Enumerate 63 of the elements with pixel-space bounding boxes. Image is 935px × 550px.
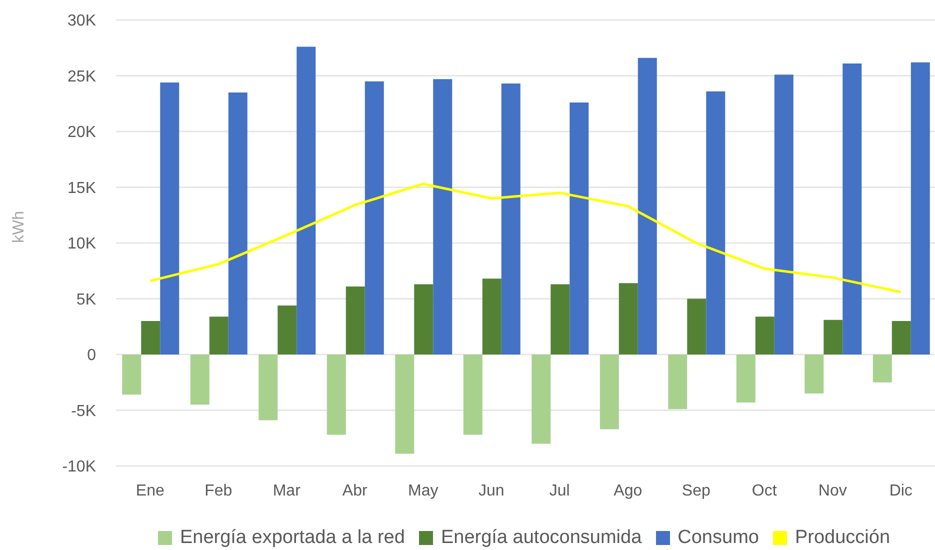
bar <box>618 283 638 354</box>
x-tick-label: Ene <box>136 482 164 500</box>
legend-label: Energía autoconsumida <box>440 527 642 548</box>
y-tick-label: 5K <box>76 291 96 308</box>
y-axis-title: kWh <box>10 211 28 243</box>
bar <box>501 84 520 354</box>
bar <box>706 91 726 354</box>
legend-label: Producción <box>794 527 890 548</box>
bar <box>433 79 452 354</box>
x-tick-label: May <box>408 482 438 500</box>
bar <box>550 284 570 354</box>
bar <box>278 305 297 354</box>
y-tick-label: 0 <box>87 347 96 364</box>
x-tick-label: Abr <box>342 482 368 500</box>
y-tick-label: 25K <box>68 68 96 86</box>
y-tick-label: 30K <box>68 12 96 30</box>
x-tick-label: Mar <box>272 482 302 500</box>
bar <box>296 46 316 354</box>
x-tick-label: Oct <box>752 482 778 500</box>
bar <box>910 62 930 354</box>
y-tick-label: 20K <box>68 124 96 142</box>
bar <box>346 286 365 354</box>
bar <box>326 354 346 435</box>
bar <box>209 316 228 354</box>
bar <box>824 320 843 354</box>
x-tick-label: Ago <box>614 482 642 500</box>
bar <box>364 81 384 354</box>
bar <box>687 298 706 354</box>
bar <box>141 321 160 354</box>
legend-label: Energía exportada a la red <box>180 527 405 548</box>
bar <box>228 92 248 354</box>
bar <box>736 354 756 402</box>
bar <box>414 284 434 354</box>
x-tick-label: Sep <box>682 482 710 500</box>
bar <box>463 354 482 435</box>
line-series <box>148 182 902 294</box>
bar <box>668 354 688 410</box>
y-tick-label: -5K <box>71 402 96 420</box>
bar <box>600 354 619 430</box>
y-tick-label: -10K <box>62 458 96 476</box>
bar <box>774 74 794 354</box>
bar <box>160 82 180 354</box>
bar <box>570 102 589 354</box>
bar <box>122 354 142 395</box>
y-tick-label: 10K <box>68 236 96 253</box>
bar <box>638 58 657 354</box>
bar <box>892 321 911 354</box>
x-tick-label: Jul <box>549 482 570 500</box>
bar <box>872 354 892 382</box>
bar <box>755 316 774 354</box>
x-tick-label: Nov <box>818 482 847 500</box>
x-tick-label: Jun <box>478 482 504 500</box>
x-tick-label: Dic <box>889 482 912 500</box>
bar <box>804 354 824 394</box>
x-tick-label: Feb <box>204 482 232 500</box>
bar <box>482 278 502 354</box>
bar <box>532 354 551 444</box>
bar <box>258 354 278 420</box>
bar <box>842 63 862 354</box>
legend-label: Consumo <box>678 527 759 548</box>
bar <box>190 354 210 405</box>
y-tick-label: 15K <box>68 180 96 197</box>
bar <box>395 354 414 454</box>
